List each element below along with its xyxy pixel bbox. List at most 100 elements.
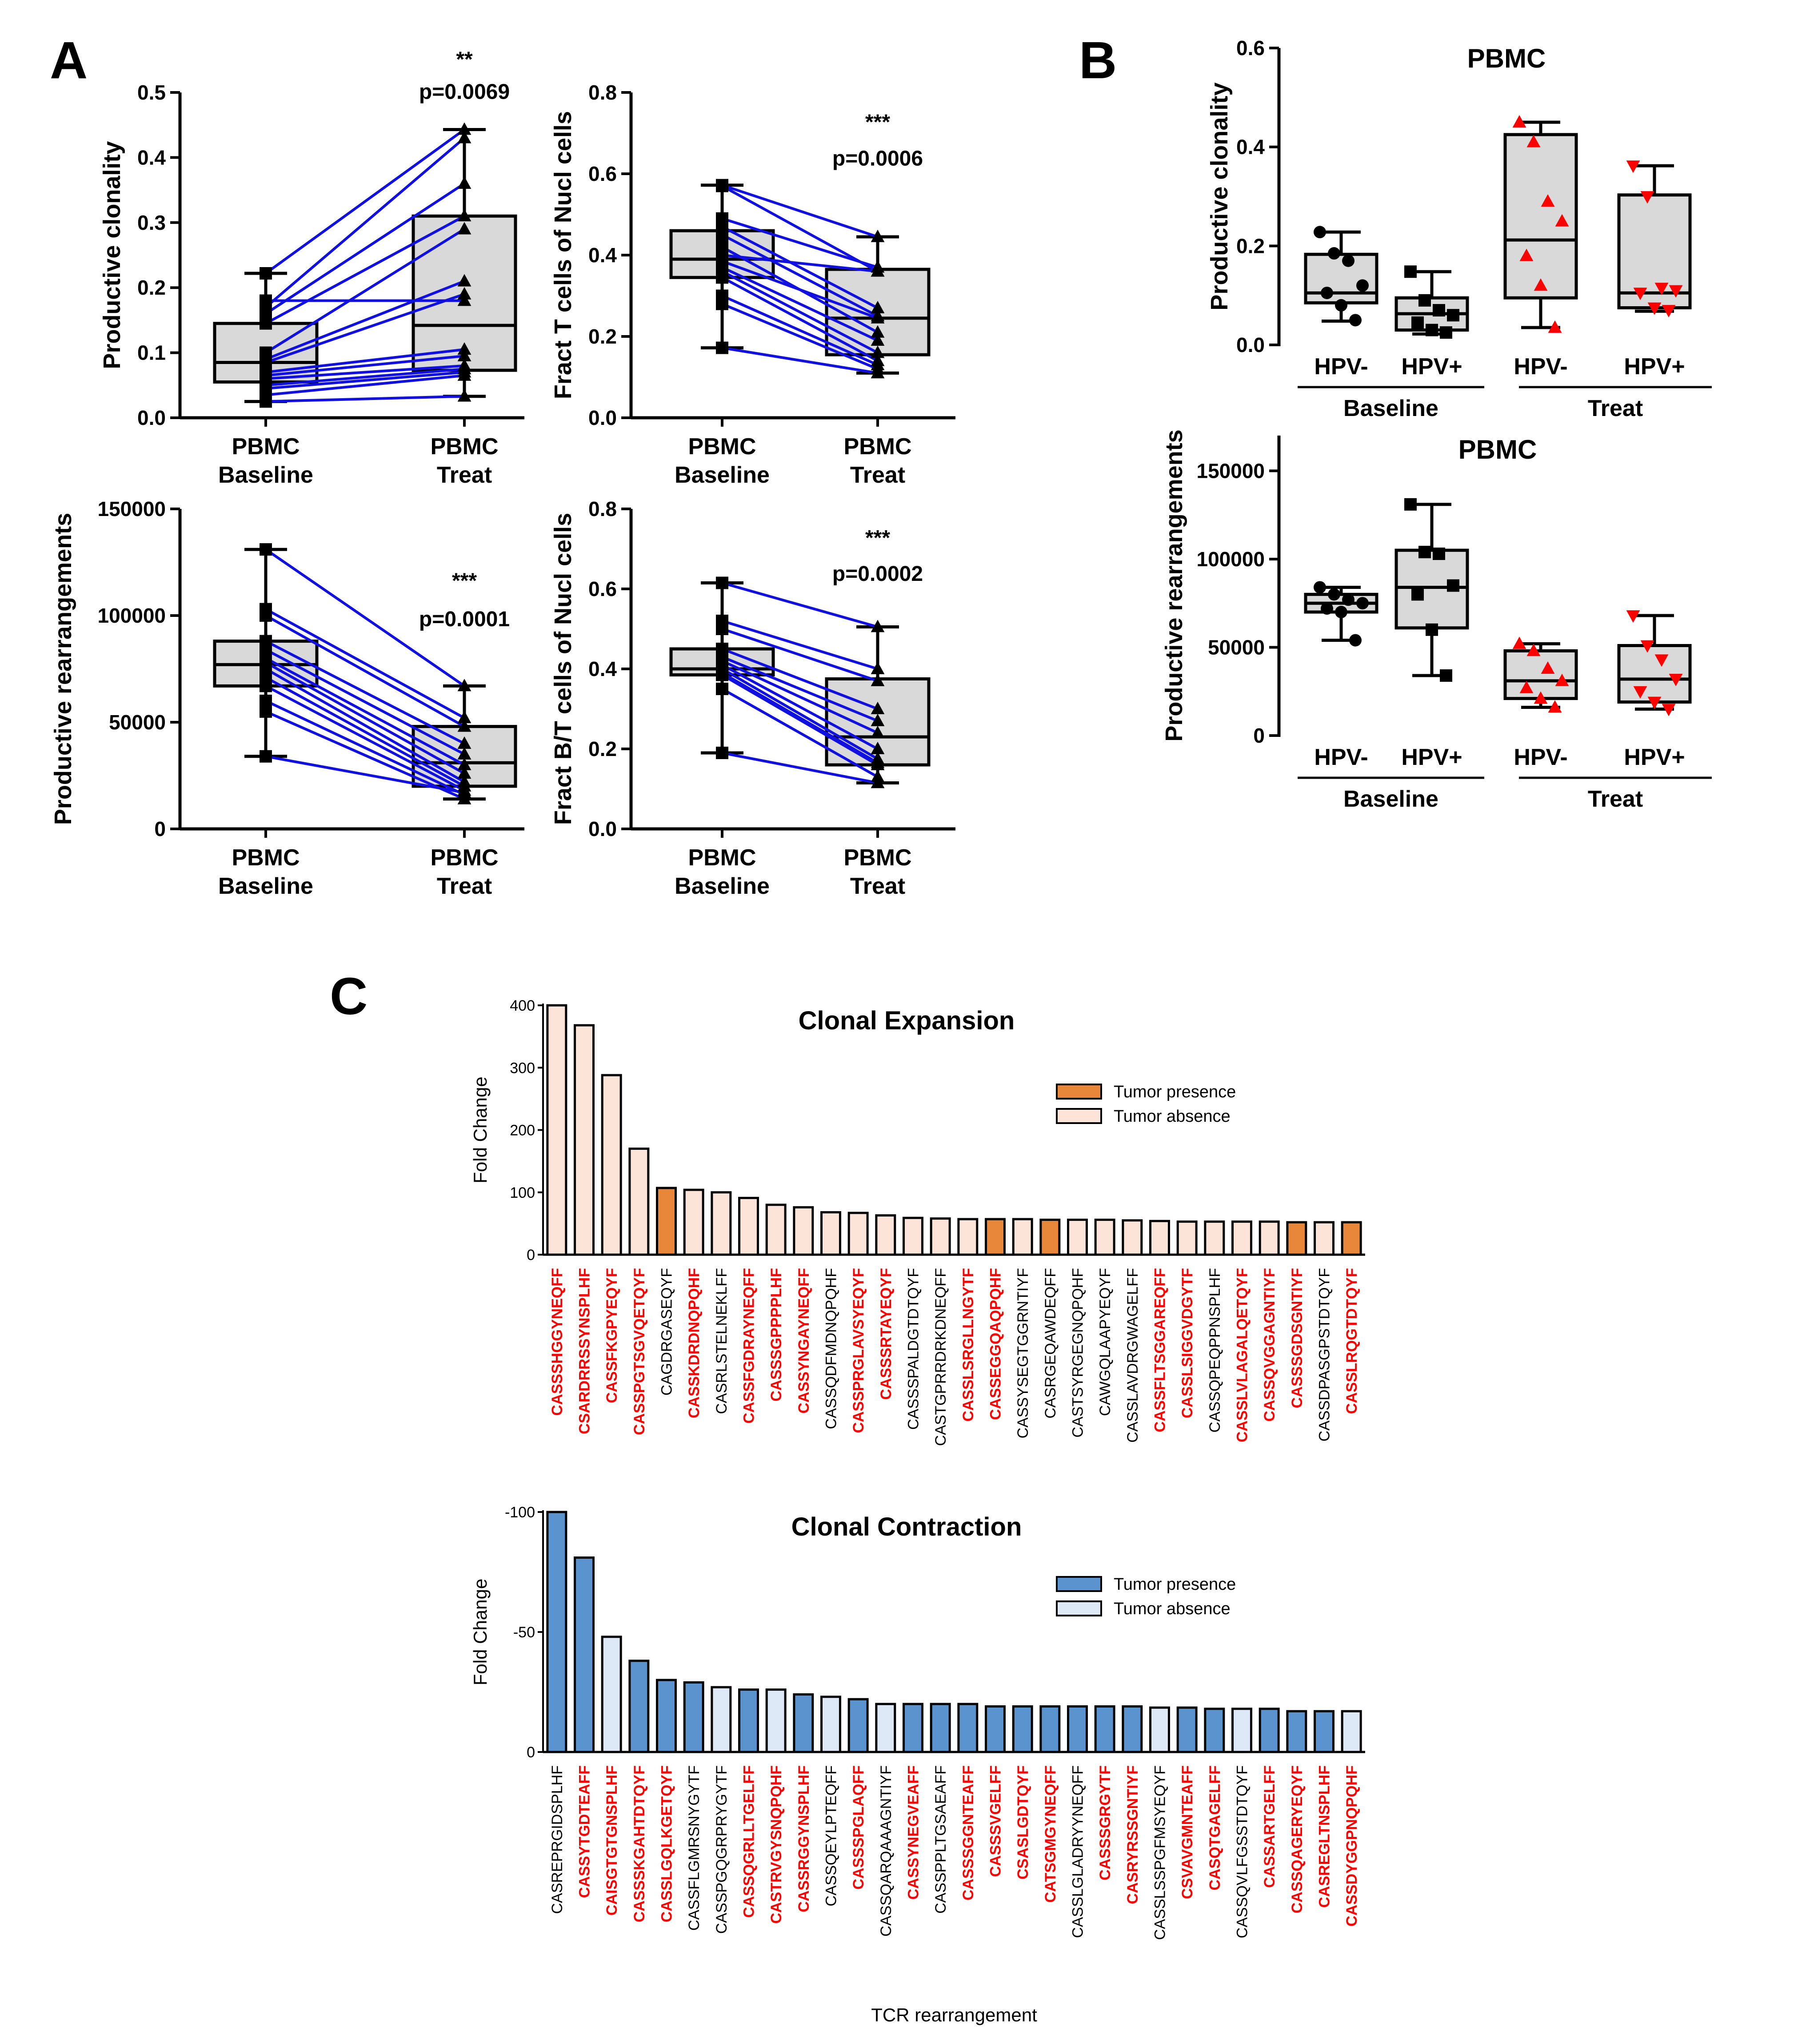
y-tick-label: 0.4 <box>588 244 617 267</box>
x-category-label: CASSFLGMRSNYGYTF <box>686 1765 703 1931</box>
data-point-baseline <box>260 267 272 280</box>
significance-stars: *** <box>865 110 890 134</box>
group-label: HPV- <box>1314 354 1368 380</box>
x-category-label: CASSLSIGGVDGYTF <box>1179 1268 1196 1418</box>
paired-line <box>265 648 465 756</box>
data-point-treat <box>457 287 471 300</box>
x-category-label-line2: Baseline <box>218 462 313 488</box>
data-point-treat <box>457 122 471 135</box>
data-point <box>1321 287 1333 300</box>
x-category-label: CATSGMGYNEQFF <box>1042 1765 1059 1903</box>
paired-line <box>265 684 465 792</box>
x-category-label: CASSFGDRAYNEQFF <box>741 1268 758 1424</box>
bar-cassqgrlltgelff <box>738 1688 759 1753</box>
y-axis-label: Productive clonality <box>1206 82 1233 310</box>
y-tick-label: 0.4 <box>588 657 617 680</box>
box-group-3-box <box>1503 649 1578 700</box>
data-point <box>1356 597 1369 610</box>
paired-line <box>722 254 878 273</box>
chart-title: Clonal Expansion <box>799 1006 1015 1035</box>
x-category-label-line1: PBMC <box>430 434 498 460</box>
paired-line <box>265 614 465 728</box>
data-point <box>1512 115 1526 128</box>
bar-casssgpppplhf <box>765 1204 787 1256</box>
legend-swatch-tumor-presence <box>1056 1084 1102 1100</box>
y-tick-label: 0.2 <box>137 276 166 299</box>
y-tick-label: 0.8 <box>588 497 617 520</box>
data-point <box>1662 305 1676 318</box>
data-point <box>1335 606 1347 619</box>
bar-cassartgelff <box>1259 1708 1280 1753</box>
p-value: p=0.0001 <box>419 608 510 631</box>
data-point <box>1669 285 1683 298</box>
data-point <box>1633 288 1647 300</box>
data-point <box>1433 548 1445 560</box>
y-tick-label: 0.2 <box>588 737 617 760</box>
panel-letter-a: A <box>50 31 88 90</box>
bar-caisgtgtgnsplhf <box>601 1636 622 1753</box>
x-category-label: CASSQAGERYEQYF <box>1289 1765 1306 1913</box>
x-category-label-line1: PBMC <box>232 845 300 871</box>
data-point <box>1328 247 1340 260</box>
y-tick-label: 0.0 <box>1236 333 1265 356</box>
x-category-label: CASSYNGAYNEQFF <box>795 1268 812 1413</box>
paired-line <box>721 260 879 320</box>
bar-cassysegtggrntiyf <box>1012 1218 1033 1256</box>
data-point <box>1526 644 1541 656</box>
data-point <box>1555 673 1569 686</box>
x-category-label: CASSEGGQAQPQHF <box>987 1268 1004 1420</box>
x-category-label-line2: Treat <box>437 462 492 488</box>
paired-line <box>265 548 465 687</box>
data-point <box>1404 265 1417 278</box>
data-point <box>1626 160 1640 173</box>
legend-swatch-tumor-absence <box>1056 1600 1102 1616</box>
data-point <box>1640 191 1654 204</box>
significance-stars: *** <box>452 569 477 593</box>
data-point-treat <box>871 366 885 379</box>
box-group-2-box <box>1394 548 1469 630</box>
x-category-label: CASSSPALDGTDTQYF <box>905 1268 922 1430</box>
bar-csvavgmnteaff <box>1176 1706 1198 1753</box>
data-point <box>1328 588 1340 601</box>
data-point-treat <box>457 342 471 355</box>
data-point-treat <box>871 345 885 358</box>
x-category-label: CASSQARQAAAGNTIYF <box>878 1765 895 1936</box>
chart-title: Clonal Contraction <box>791 1512 1022 1541</box>
data-point-treat <box>871 300 885 313</box>
y-tick-label: 0.2 <box>1236 234 1265 257</box>
bar-cassflgmrsnygytf <box>683 1681 704 1753</box>
y-tick-label: 50000 <box>109 711 166 734</box>
data-point <box>1335 299 1347 312</box>
bar-castsyrgegnqpqhf <box>1067 1218 1088 1256</box>
data-point-treat <box>871 725 885 738</box>
paired-line <box>265 182 465 315</box>
data-point-treat <box>871 741 885 754</box>
data-point-baseline <box>716 180 728 192</box>
paired-line <box>721 233 879 317</box>
bar-casseggqaqpqhf <box>985 1218 1006 1256</box>
p-value: p=0.0002 <box>832 562 923 586</box>
x-category-label: CASSQVLFGSSTDTQYF <box>1234 1765 1251 1938</box>
x-category-label: CASSLGLADRYYNEQFF <box>1070 1765 1087 1938</box>
x-category-label: CSASLGDTQYF <box>1015 1765 1031 1880</box>
paired-line <box>265 608 465 720</box>
group-label: HPV+ <box>1624 744 1685 770</box>
bar-casssgdsgntiyf <box>1286 1221 1307 1256</box>
paired-line <box>265 668 465 784</box>
x-category-label-line2: Baseline <box>675 462 770 488</box>
x-category-label: CASREPRGIDSPLHF <box>549 1765 566 1914</box>
data-point <box>1654 654 1669 667</box>
bar-casslgqlkgetqyf <box>656 1679 677 1753</box>
x-category-label: CASSSRTAYEQYF <box>878 1268 895 1400</box>
paired-line <box>265 228 465 354</box>
y-tick-label: 0.4 <box>137 146 166 169</box>
x-category-label: CASSSHGGYNEQFF <box>549 1268 566 1416</box>
y-tick-label: 400 <box>510 997 535 1014</box>
data-point-treat <box>457 747 471 760</box>
x-category-label: CASSARTGELFF <box>1261 1765 1278 1888</box>
x-category-label: CASSSGPPPPLHF <box>768 1268 785 1401</box>
x-category-label-line2: Baseline <box>218 873 313 899</box>
bar-casrlstelneklff <box>711 1191 732 1256</box>
bar-casslsrgllngytf <box>957 1218 979 1256</box>
chart-pbmc-rearrangements-by-hpv: 0 50000 100000 150000 Productive rearrangeme… <box>1161 429 1712 812</box>
